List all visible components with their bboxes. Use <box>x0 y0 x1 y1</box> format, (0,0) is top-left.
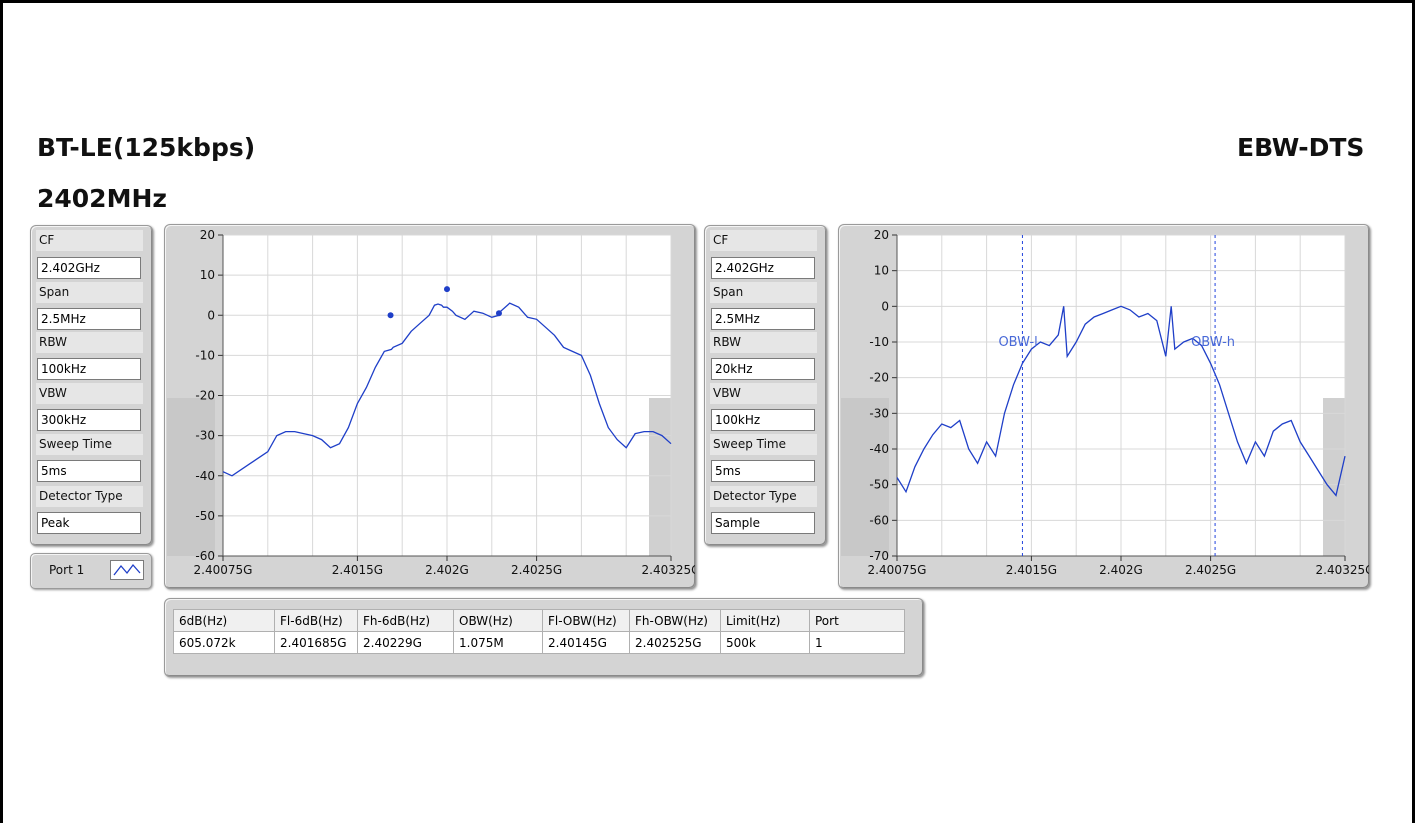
y-tick-label: -60 <box>195 549 215 563</box>
span-label: Span <box>36 282 143 303</box>
test-title: EBW-DTS <box>1237 133 1365 162</box>
mode-title: BT-LE(125kbps) <box>37 133 256 162</box>
results-table: 6dB(Hz) Fl-6dB(Hz) Fh-6dB(Hz) OBW(Hz) Fl… <box>173 609 905 654</box>
y-tick-label: 10 <box>200 268 215 282</box>
table-cell[interactable]: 500k <box>720 631 810 654</box>
plot-scroll-region <box>649 398 671 556</box>
detector-type-label: Detector Type <box>36 486 143 507</box>
axis-shade-region <box>841 398 889 556</box>
x-tick-label: 2.402G <box>1099 563 1143 577</box>
table-row: 605.072k 2.401685G 2.40229G 1.075M 2.401… <box>173 631 905 654</box>
frequency-title: 2402MHz <box>37 184 167 213</box>
data-marker <box>495 310 502 317</box>
table-header-cell: 6dB(Hz) <box>173 609 275 632</box>
table-header-cell: Fl-6dB(Hz) <box>274 609 358 632</box>
sweep-time-label: Sweep Time <box>36 434 143 455</box>
obw-marker-label: OBW-l <box>998 335 1037 350</box>
data-marker <box>444 286 450 293</box>
y-tick-label: 0 <box>207 308 215 322</box>
table-cell[interactable]: 2.40229G <box>357 631 454 654</box>
x-tick-label: 2.4015G <box>332 563 383 577</box>
rbw-value[interactable]: 20kHz <box>711 358 815 380</box>
y-tick-label: -30 <box>869 406 889 420</box>
sweep-time-value[interactable]: 5ms <box>711 460 815 482</box>
span-value[interactable]: 2.5MHz <box>37 308 141 330</box>
plot-scroll-region <box>1323 398 1345 556</box>
vbw-label: VBW <box>36 383 143 404</box>
cf-value[interactable]: 2.402GHz <box>711 257 815 279</box>
table-cell[interactable]: 1.075M <box>453 631 543 654</box>
x-tick-label: 2.40075G <box>868 563 927 577</box>
x-tick-label: 2.4015G <box>1006 563 1057 577</box>
detector-type-value[interactable]: Peak <box>37 512 141 534</box>
y-tick-label: -50 <box>195 509 215 523</box>
y-tick-label: -70 <box>869 549 889 563</box>
results-table-panel: 6dB(Hz) Fl-6dB(Hz) Fh-6dB(Hz) OBW(Hz) Fl… <box>164 598 924 677</box>
table-header-cell: Fh-6dB(Hz) <box>357 609 454 632</box>
table-header-cell: Port <box>809 609 905 632</box>
y-tick-label: -20 <box>195 389 215 403</box>
vbw-value[interactable]: 300kHz <box>37 409 141 431</box>
table-cell[interactable]: 2.402525G <box>629 631 721 654</box>
y-tick-label: -10 <box>869 335 889 349</box>
x-tick-label: 2.402G <box>425 563 469 577</box>
table-header-cell: Fl-OBW(Hz) <box>542 609 630 632</box>
obw-marker-label: OBW-h <box>1191 335 1235 350</box>
detector-type-value[interactable]: Sample <box>711 512 815 534</box>
detector-type-label: Detector Type <box>710 486 817 507</box>
series-line <box>222 302 672 477</box>
x-tick-label: 2.40325G <box>642 563 695 577</box>
cf-label: CF <box>36 230 143 251</box>
y-tick-label: -50 <box>869 478 889 492</box>
table-cell[interactable]: 2.40145G <box>542 631 630 654</box>
span-value[interactable]: 2.5MHz <box>711 308 815 330</box>
data-marker <box>387 312 394 319</box>
table-cell[interactable]: 2.401685G <box>274 631 358 654</box>
axis-shade-region <box>167 398 215 556</box>
plot-legend[interactable]: Port 1 <box>30 553 152 589</box>
left-graph-panel: 20 10 0 -10 -20 -30 -40 -50 -60 2.40075G 2.4015G 2.… <box>164 224 696 589</box>
table-header-cell: Fh-OBW(Hz) <box>629 609 721 632</box>
left-parameter-panel: CF 2.402GHz Span 2.5MHz RBW 100kHz VBW 3… <box>30 225 153 546</box>
peak-spectrum-chart[interactable]: 20 10 0 -10 -20 -30 -40 -50 -602.40075G 2.4015G 2.… <box>165 225 695 588</box>
table-cell[interactable]: 605.072k <box>173 631 275 654</box>
vbw-label: VBW <box>710 383 817 404</box>
rbw-value[interactable]: 100kHz <box>37 358 141 380</box>
y-tick-label: -40 <box>869 442 889 456</box>
y-tick-label: -40 <box>195 469 215 483</box>
x-tick-label: 2.40325G <box>1316 563 1369 577</box>
x-tick-label: 2.4025G <box>1185 563 1236 577</box>
y-tick-label: -10 <box>195 348 215 362</box>
sweep-time-value[interactable]: 5ms <box>37 460 141 482</box>
rbw-label: RBW <box>710 332 817 353</box>
y-tick-label: 20 <box>200 228 215 242</box>
span-label: Span <box>710 282 817 303</box>
cf-value[interactable]: 2.402GHz <box>37 257 141 279</box>
cf-label: CF <box>710 230 817 251</box>
table-header-row: 6dB(Hz) Fl-6dB(Hz) Fh-6dB(Hz) OBW(Hz) Fl… <box>173 609 905 632</box>
legend-swatch-icon <box>110 560 144 580</box>
y-tick-label: -60 <box>869 513 889 527</box>
series-line <box>896 305 1346 497</box>
legend-label: Port 1 <box>49 563 85 577</box>
obw-spectrum-chart[interactable]: 20 10 0 -10 -20 -30 -40 -50 -60 -702.40075G 2.4015… <box>839 225 1369 588</box>
table-header-cell: OBW(Hz) <box>453 609 543 632</box>
y-tick-label: -20 <box>869 371 889 385</box>
y-tick-label: 0 <box>881 299 889 313</box>
table-cell[interactable]: 1 <box>809 631 905 654</box>
vbw-value[interactable]: 100kHz <box>711 409 815 431</box>
table-header-cell: Limit(Hz) <box>720 609 810 632</box>
sweep-time-label: Sweep Time <box>710 434 817 455</box>
y-tick-label: 20 <box>874 228 889 242</box>
right-parameter-panel: CF 2.402GHz Span 2.5MHz RBW 20kHz VBW 10… <box>704 225 827 546</box>
y-tick-label: 10 <box>874 264 889 278</box>
rbw-label: RBW <box>36 332 143 353</box>
right-graph-panel: 20 10 0 -10 -20 -30 -40 -50 -60 -70 2.40075G 2.4015… <box>838 224 1370 589</box>
y-tick-label: -30 <box>195 429 215 443</box>
x-tick-label: 2.4025G <box>511 563 562 577</box>
x-tick-label: 2.40075G <box>194 563 253 577</box>
